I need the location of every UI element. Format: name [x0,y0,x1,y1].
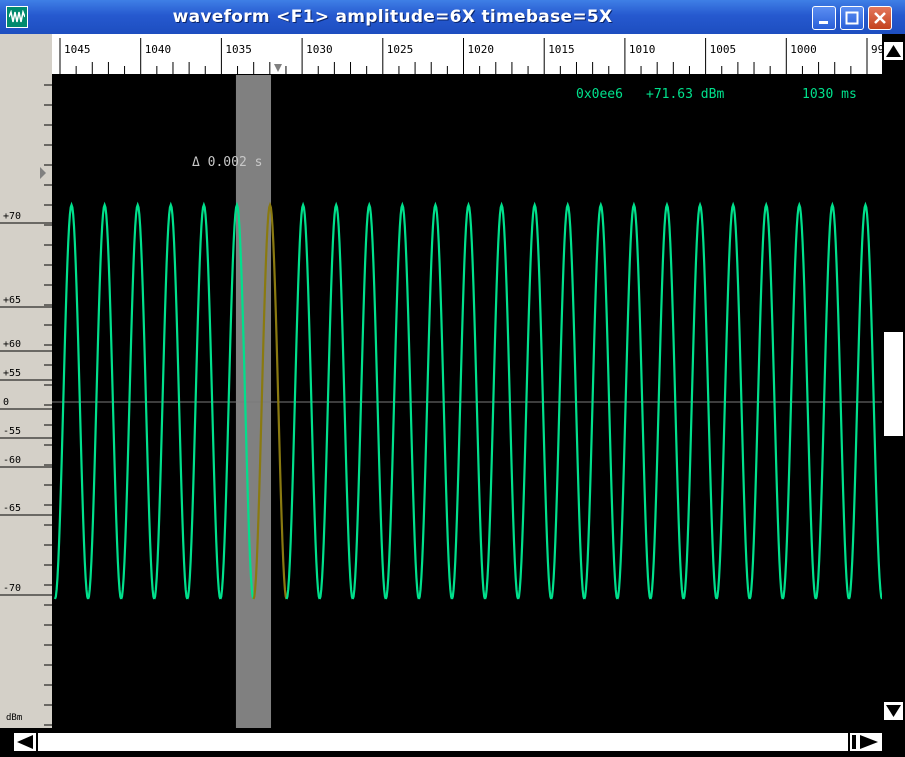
minimize-button[interactable] [812,6,836,30]
wave-cycle [153,201,189,600]
wave-cycle [814,201,850,600]
wave-cycle [550,201,586,600]
horizontal-scrollbar[interactable] [0,728,905,757]
ruler-label: 1005 [709,43,737,56]
waveform-canvas [52,75,882,728]
title-bar[interactable]: waveform <F1> amplitude=6X timebase=5X [0,0,905,34]
vertical-scrollbar[interactable] [882,34,905,728]
wave-cycle [847,201,882,600]
axis-label: -55 [3,426,22,437]
amplitude-unit-label: dBm [6,713,23,723]
waveform-plot[interactable]: 0x0ee6 +71.63 dBm 1030 ms Δ 0.002 s [52,75,882,728]
arrow-right-icon [852,735,878,749]
wave-cycle [781,201,817,600]
amplitude-axis: +70 +65 +60 +55 0 -55 -60 -65 -70 dBm [0,75,52,728]
ruler-label: 1040 [144,43,172,56]
arrow-down-icon [886,705,901,717]
close-button[interactable] [868,6,892,30]
scroll-down-button[interactable] [884,702,903,720]
wave-cycle [417,201,454,600]
close-icon [874,12,886,24]
vertical-scroll-thumb[interactable] [884,332,903,436]
wave-cycle [682,201,718,600]
wave-cycle [649,201,685,600]
wave-cycle [219,201,255,600]
wave-cycle [285,201,321,600]
maximize-button[interactable] [840,6,864,30]
axis-label: +70 [3,211,22,222]
wave-cycle [450,201,487,600]
ruler-ticks [59,38,868,74]
wave-cycle [483,201,520,600]
horizontal-scroll-track[interactable] [38,733,848,751]
ruler-label: 1015 [548,43,575,56]
waveform-app-icon[interactable] [6,6,28,28]
ruler-label: 995 [871,43,882,56]
amplitude-readout: +71.63 dBm [646,87,725,102]
cursor-marker-icon [274,64,282,72]
cursor-delta-label: Δ 0.002 s [192,155,263,170]
axis-label: -65 [3,503,22,514]
window-title: waveform <F1> amplitude=6X timebase=5X [172,7,613,27]
ruler-label: 1030 [306,43,333,56]
ruler-corner [0,34,52,74]
arrow-left-icon [17,735,33,749]
sample-hex-readout: 0x0ee6 [576,87,623,102]
ruler-label: 1035 [225,43,252,56]
arrow-up-icon [886,45,901,57]
wave-cycle [715,201,751,600]
ruler-label: 1010 [628,43,656,56]
axis-label: +60 [3,339,22,350]
ruler-label: 1025 [386,43,414,56]
amplitude-axis-ticks [0,84,52,726]
selected-wave-cycle [252,201,288,600]
maximize-icon [845,11,859,25]
wave-cycle [583,201,619,600]
wave-cycle [87,201,123,600]
scroll-up-button[interactable] [884,42,903,60]
ruler-label: 1045 [64,43,91,56]
ruler-label: 1000 [790,43,817,56]
axis-label: -60 [3,455,22,466]
ruler-label: 1020 [467,43,495,56]
time-readout: 1030 ms [802,87,857,102]
axis-label: +65 [3,295,22,306]
axis-label: +55 [3,368,22,379]
wave-cycle [53,201,90,600]
axis-label: 0 [3,397,10,408]
time-ruler[interactable]: 1045 1040 1035 1030 1025 1020 1015 1010 1005 1000… [52,34,882,75]
wave-cycle [748,201,784,600]
minimize-icon [819,21,828,24]
axis-label: -70 [3,583,22,594]
axis-marker-icon [40,167,46,179]
scroll-right-button[interactable] [850,733,882,751]
wave-cycle [384,201,420,600]
wave-cycle [318,201,354,600]
wave-cycle [351,201,387,600]
wave-cycle [120,201,156,600]
wave-cycle [616,201,652,600]
wave-cycle [517,201,553,600]
wave-cycle [186,201,222,600]
scroll-left-button[interactable] [14,733,36,751]
